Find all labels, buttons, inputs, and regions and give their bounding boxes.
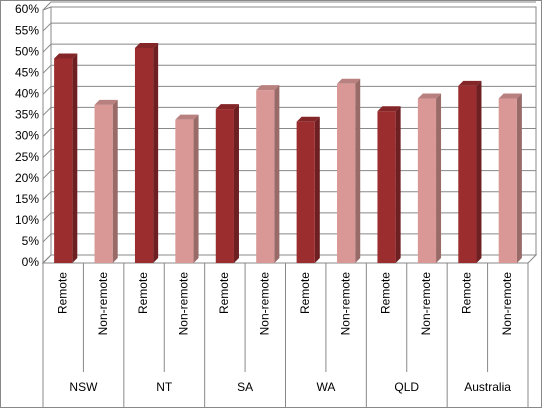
bar-top — [134, 42, 159, 48]
group-label: QLD — [394, 380, 419, 394]
grid-line — [42, 170, 536, 180]
bar-side — [436, 93, 442, 263]
bar-side — [233, 104, 239, 263]
bar-side — [476, 80, 482, 264]
bar — [337, 83, 356, 264]
grid-line — [42, 254, 536, 264]
x-tick-label: Non-remote — [338, 272, 352, 336]
y-tick-label: 15% — [15, 192, 39, 206]
bar-top — [337, 78, 361, 84]
y-tick-label: 50% — [15, 44, 39, 58]
x-tick-label: Remote — [217, 272, 231, 314]
grid-line — [42, 233, 536, 243]
x-tick-label: Non-remote — [257, 272, 271, 336]
y-tick-label: 60% — [15, 2, 39, 16]
group-label: NSW — [69, 380, 98, 394]
bar-top — [417, 93, 442, 99]
bar — [458, 85, 477, 264]
x-tick-label: Remote — [136, 272, 150, 314]
bar-top — [377, 106, 401, 112]
x-tick-label: Non-remote — [419, 272, 433, 336]
bar-side — [395, 106, 401, 263]
bar-top — [94, 99, 118, 105]
bar — [134, 47, 154, 264]
group-label: Australia — [464, 380, 511, 394]
bar-side — [193, 114, 199, 263]
bar-top — [498, 93, 522, 99]
grid-line — [42, 191, 536, 201]
bar — [94, 104, 113, 263]
bar-side — [112, 99, 118, 263]
grid-line — [42, 106, 536, 116]
x-tick-label: Remote — [55, 272, 69, 314]
bar-side — [153, 42, 159, 264]
grid-line — [42, 149, 536, 158]
grid-line — [42, 64, 536, 74]
x-tick-label: Remote — [379, 272, 393, 314]
y-tick-label: 0% — [22, 255, 40, 269]
grid-line — [42, 85, 536, 95]
grid-line — [42, 128, 536, 137]
y-tick-label: 25% — [15, 150, 39, 164]
x-tick-label: Remote — [298, 272, 312, 314]
bar-side — [355, 78, 361, 264]
bar — [256, 90, 275, 263]
bar-side — [72, 53, 78, 263]
bar — [54, 58, 73, 263]
group-label: SA — [237, 380, 253, 394]
bar — [215, 109, 234, 263]
x-tick-label: Non-remote — [96, 272, 110, 336]
bar-side — [274, 85, 280, 263]
bar — [175, 119, 194, 263]
grid-line — [42, 22, 536, 32]
bar-side — [516, 93, 522, 263]
group-label: WA — [316, 380, 335, 394]
grid-line — [42, 43, 536, 53]
bar — [498, 98, 517, 263]
y-tick-label: 20% — [15, 171, 39, 185]
bar-top — [256, 85, 280, 91]
bar-top — [296, 116, 320, 122]
bar-top — [54, 53, 78, 59]
bar-side — [314, 116, 320, 263]
y-tick-label: 5% — [22, 234, 40, 248]
x-tick-label: Remote — [460, 272, 474, 314]
x-tick-label: Non-remote — [500, 272, 514, 336]
bar-top — [215, 104, 239, 110]
y-tick-label: 55% — [15, 23, 39, 37]
group-label: NT — [156, 380, 173, 394]
bar-top — [175, 114, 199, 120]
y-tick-label: 30% — [15, 129, 39, 143]
y-tick-label: 35% — [15, 108, 39, 122]
bar — [296, 121, 315, 263]
grid-line — [42, 212, 536, 222]
y-tick-label: 10% — [15, 213, 39, 227]
y-tick-label: 40% — [15, 87, 39, 101]
bar — [377, 111, 396, 263]
y-tick-label: 45% — [15, 65, 39, 79]
bar-top — [458, 80, 482, 86]
x-tick-label: Non-remote — [177, 272, 191, 336]
grid-line — [42, 1, 536, 11]
bar — [417, 98, 437, 263]
